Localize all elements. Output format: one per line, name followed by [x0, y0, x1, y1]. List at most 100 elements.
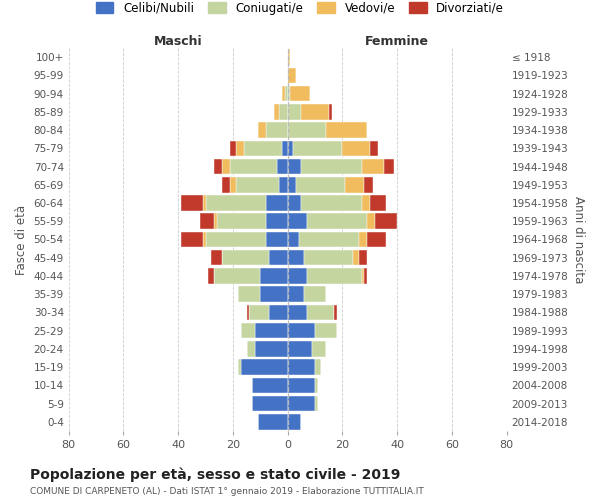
Bar	[343, 140, 370, 156]
Bar	[362, 268, 364, 283]
Bar	[367, 214, 376, 229]
Bar	[334, 304, 337, 320]
Bar	[287, 323, 315, 338]
Bar	[236, 140, 244, 156]
Bar	[345, 177, 364, 192]
Y-axis label: Fasce di età: Fasce di età	[15, 204, 28, 274]
Bar	[280, 177, 287, 192]
Text: Femmine: Femmine	[365, 35, 429, 48]
Bar	[287, 250, 304, 266]
Bar	[367, 232, 386, 247]
Bar	[301, 159, 362, 174]
Bar	[307, 304, 334, 320]
Bar	[285, 86, 287, 102]
Text: Maschi: Maschi	[154, 35, 202, 48]
Bar	[266, 196, 287, 211]
Bar	[304, 286, 326, 302]
Bar	[287, 268, 307, 283]
Bar	[269, 250, 287, 266]
Bar	[208, 268, 214, 283]
Bar	[230, 159, 277, 174]
Bar	[287, 341, 313, 356]
Bar	[250, 304, 269, 320]
Bar	[217, 214, 266, 229]
Bar	[181, 232, 203, 247]
Bar	[364, 177, 373, 192]
Bar	[211, 250, 222, 266]
Bar	[287, 360, 315, 375]
Bar	[359, 232, 367, 247]
Bar	[364, 268, 367, 283]
Bar	[238, 360, 241, 375]
Bar	[362, 159, 383, 174]
Bar	[255, 341, 287, 356]
Bar	[287, 122, 326, 138]
Bar	[282, 140, 287, 156]
Bar	[307, 214, 367, 229]
Bar	[252, 396, 287, 411]
Bar	[282, 86, 285, 102]
Bar	[260, 286, 287, 302]
Bar	[287, 86, 290, 102]
Bar	[241, 360, 287, 375]
Bar	[222, 159, 230, 174]
Bar	[296, 177, 345, 192]
Bar	[255, 323, 287, 338]
Text: Popolazione per età, sesso e stato civile - 2019: Popolazione per età, sesso e stato civil…	[30, 468, 400, 482]
Bar	[287, 68, 296, 83]
Bar	[326, 122, 367, 138]
Bar	[287, 214, 307, 229]
Bar	[206, 196, 266, 211]
Bar	[315, 360, 320, 375]
Bar	[247, 304, 250, 320]
Bar	[299, 232, 359, 247]
Bar	[287, 414, 301, 430]
Bar	[329, 104, 331, 120]
Bar	[230, 140, 236, 156]
Bar	[257, 414, 287, 430]
Bar	[214, 214, 217, 229]
Bar	[266, 122, 287, 138]
Bar	[277, 159, 287, 174]
Bar	[260, 268, 287, 283]
Bar	[257, 122, 266, 138]
Bar	[290, 86, 310, 102]
Bar	[287, 396, 315, 411]
Bar	[222, 177, 230, 192]
Bar	[287, 140, 293, 156]
Bar	[203, 196, 206, 211]
Bar	[203, 232, 206, 247]
Bar	[370, 196, 386, 211]
Bar	[274, 104, 280, 120]
Bar	[206, 232, 266, 247]
Legend: Celibi/Nubili, Coniugati/e, Vedovi/e, Divorziati/e: Celibi/Nubili, Coniugati/e, Vedovi/e, Di…	[90, 0, 510, 20]
Bar	[301, 104, 329, 120]
Bar	[315, 378, 318, 393]
Bar	[280, 104, 287, 120]
Bar	[238, 286, 260, 302]
Bar	[353, 250, 359, 266]
Bar	[359, 250, 367, 266]
Bar	[315, 323, 337, 338]
Bar	[236, 177, 280, 192]
Bar	[370, 140, 378, 156]
Bar	[287, 50, 290, 65]
Bar	[315, 396, 318, 411]
Bar	[214, 159, 222, 174]
Bar	[287, 232, 299, 247]
Bar	[244, 140, 282, 156]
Bar	[301, 196, 362, 211]
Y-axis label: Anni di nascita: Anni di nascita	[572, 196, 585, 283]
Bar	[362, 196, 370, 211]
Bar	[287, 196, 301, 211]
Bar	[241, 323, 255, 338]
Bar	[222, 250, 269, 266]
Bar	[214, 268, 260, 283]
Bar	[293, 140, 343, 156]
Bar	[266, 214, 287, 229]
Bar	[287, 286, 304, 302]
Bar	[383, 159, 394, 174]
Bar	[247, 341, 255, 356]
Bar	[269, 304, 287, 320]
Bar	[376, 214, 397, 229]
